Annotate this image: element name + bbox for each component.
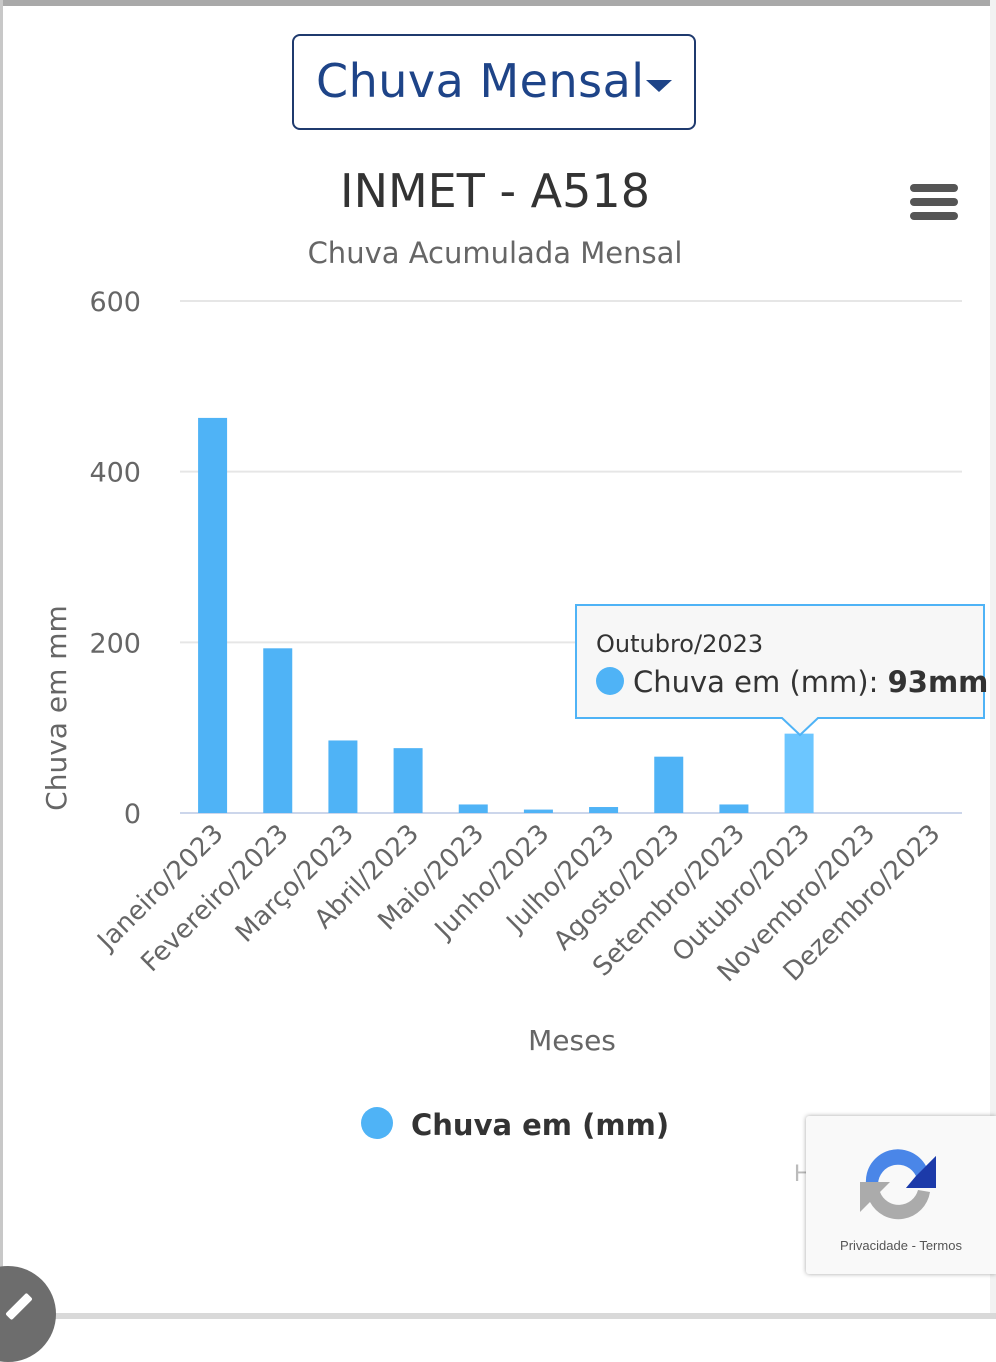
chart-type-dropdown[interactable]: Chuva Mensal bbox=[292, 34, 696, 130]
chart-subtitle: Chuva Acumulada Mensal bbox=[308, 236, 683, 270]
recaptcha-links: Privacidade - Termos bbox=[806, 1238, 996, 1253]
frame-top bbox=[0, 0, 996, 6]
menu-line-icon bbox=[910, 198, 958, 206]
menu-line-icon bbox=[910, 212, 958, 220]
recaptcha-badge[interactable]: Privacidade - Termos bbox=[806, 1116, 996, 1274]
frame-left bbox=[0, 0, 3, 1319]
tooltip-series-label: Chuva em (mm): bbox=[633, 665, 888, 699]
y-tick-label: 200 bbox=[89, 628, 141, 659]
pencil-icon bbox=[5, 1292, 33, 1321]
terms-link[interactable]: Termos bbox=[919, 1238, 962, 1253]
tooltip-box bbox=[575, 604, 985, 737]
x-axis-ticks: Janeiro/2023Fevereiro/2023Março/2023Abri… bbox=[91, 819, 947, 988]
legend-item[interactable]: Chuva em (mm) bbox=[361, 1107, 669, 1142]
bars bbox=[198, 417, 814, 813]
tooltip-value: 93mm bbox=[888, 665, 989, 699]
tooltip: Outubro/2023 Chuva em (mm): 93mm bbox=[575, 604, 988, 737]
bar[interactable] bbox=[784, 733, 814, 813]
rainfall-chart: 0 200 400 600 Janeiro/2023Fevereiro/2023Mar… bbox=[40, 164, 988, 1142]
bar[interactable] bbox=[263, 648, 293, 813]
tooltip-line: Chuva em (mm): 93mm bbox=[633, 665, 988, 699]
bar[interactable] bbox=[198, 417, 228, 813]
x-axis-label: Meses bbox=[528, 1024, 616, 1057]
legend-label: Chuva em (mm) bbox=[411, 1108, 669, 1142]
edit-button[interactable] bbox=[0, 1266, 56, 1362]
menu-line-icon bbox=[910, 184, 958, 192]
chart-title: INMET - A518 bbox=[340, 164, 650, 218]
y-tick-label: 400 bbox=[89, 458, 141, 489]
bar[interactable] bbox=[654, 756, 684, 813]
legend-marker-icon bbox=[361, 1107, 393, 1139]
y-axis-ticks: 0 200 400 600 bbox=[89, 287, 141, 830]
bar[interactable] bbox=[458, 804, 488, 813]
bar[interactable] bbox=[719, 804, 749, 813]
privacy-link[interactable]: Privacidade bbox=[840, 1238, 908, 1253]
tooltip-category: Outubro/2023 bbox=[596, 630, 763, 658]
grid-layer bbox=[180, 300, 962, 814]
bar[interactable] bbox=[328, 740, 358, 813]
frame-bottom bbox=[0, 1313, 996, 1319]
dropdown-selected-label: Chuva Mensal bbox=[316, 54, 645, 108]
frame-right bbox=[990, 0, 996, 1319]
caret-down-icon[interactable] bbox=[646, 80, 672, 92]
bar[interactable] bbox=[523, 809, 553, 813]
y-tick-label: 600 bbox=[89, 287, 141, 318]
recaptcha-logo-icon bbox=[860, 1149, 936, 1220]
links-separator: - bbox=[911, 1238, 916, 1253]
bar[interactable] bbox=[393, 748, 423, 813]
bar[interactable] bbox=[589, 807, 619, 813]
y-tick-label: 0 bbox=[124, 799, 141, 830]
tooltip-marker-icon bbox=[596, 667, 624, 695]
y-axis-label: Chuva em mm bbox=[40, 605, 73, 811]
hamburger-menu-icon[interactable] bbox=[910, 184, 958, 222]
